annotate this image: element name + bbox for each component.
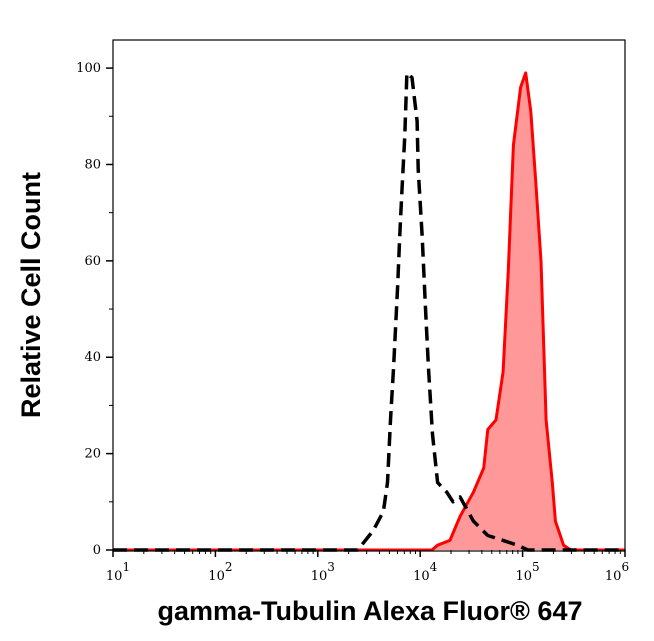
series-layer bbox=[113, 71, 625, 552]
axis-layer: 101 102 103 104 105 106 0 20 40 60 80 100 bbox=[76, 61, 629, 584]
plot-frame bbox=[112, 39, 626, 552]
series-1-line bbox=[113, 71, 625, 552]
y-tick-label: 0 bbox=[93, 543, 101, 558]
y-axis-title: Relative Cell Count bbox=[16, 172, 46, 418]
x-tick-label: 105 bbox=[516, 560, 540, 584]
y-tick-label: 20 bbox=[84, 447, 101, 462]
x-tick-label: 102 bbox=[208, 560, 232, 584]
x-tick-label: 106 bbox=[605, 560, 629, 584]
x-axis-title: gamma-Tubulin Alexa Fluor® 647 bbox=[158, 596, 583, 626]
series-0-line bbox=[113, 71, 625, 552]
y-tick-label: 100 bbox=[76, 61, 101, 76]
x-tick-label: 103 bbox=[311, 560, 335, 584]
y-tick-label: 60 bbox=[84, 254, 101, 269]
x-tick-label: 104 bbox=[413, 560, 438, 584]
y-tick-label: 40 bbox=[84, 350, 101, 365]
y-tick-label: 80 bbox=[84, 157, 101, 172]
x-tick-label: 101 bbox=[106, 560, 130, 584]
series-1-fill bbox=[113, 72, 625, 551]
